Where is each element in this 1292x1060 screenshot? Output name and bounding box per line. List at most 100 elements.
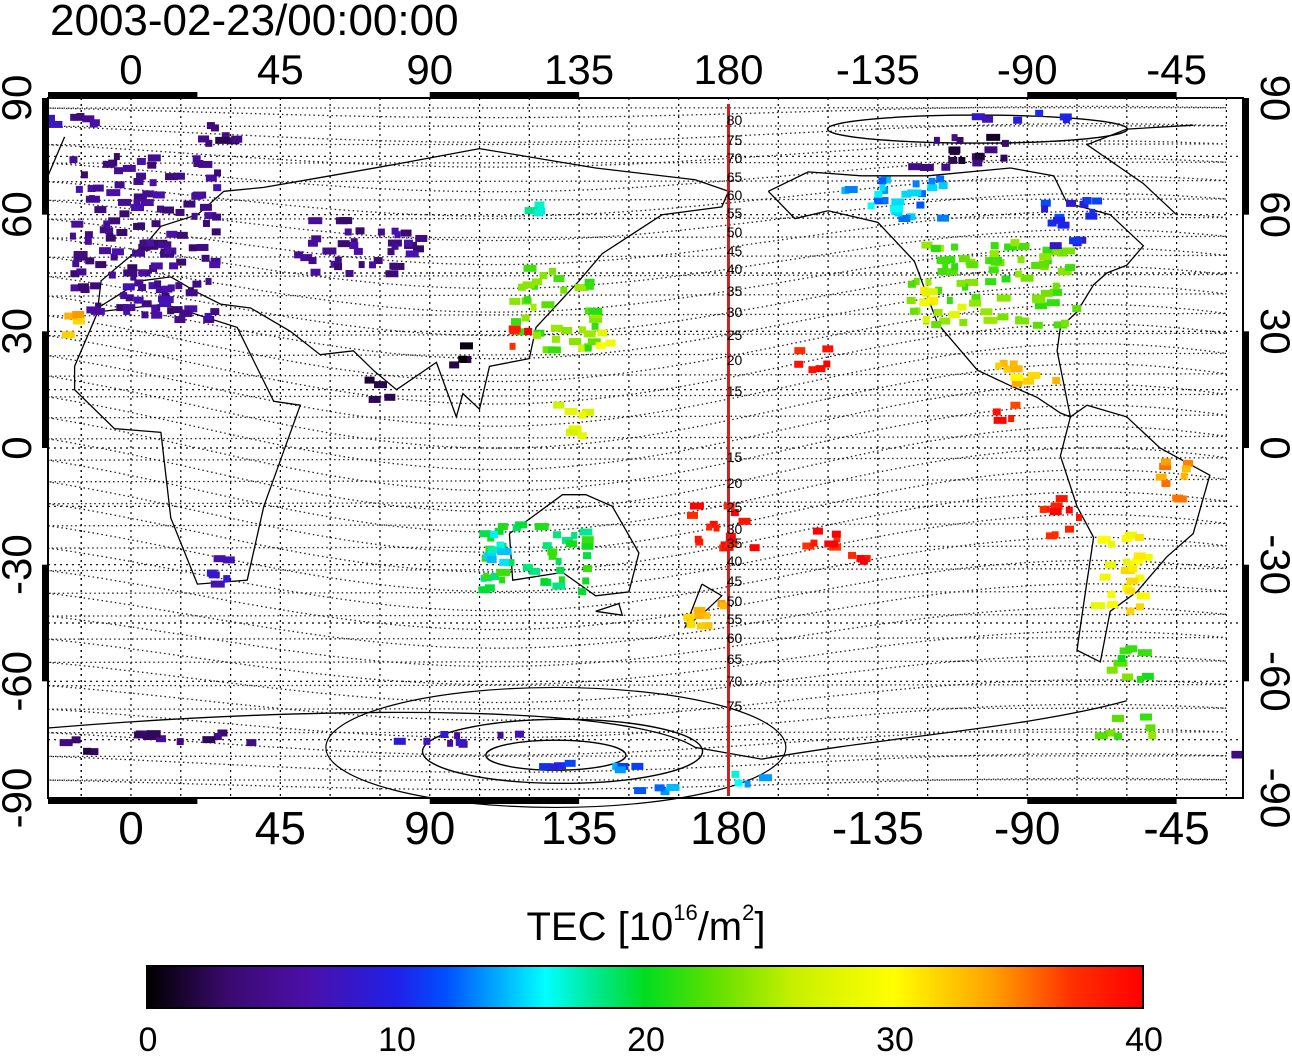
tec-cell [1065,506,1073,514]
tec-cell [210,124,219,132]
tec-cell [344,228,352,236]
tec-cell [497,731,504,739]
tec-cell [1062,116,1070,124]
tec-cell [1161,480,1171,488]
tec-cell [102,160,115,168]
tec-cell [71,220,84,228]
tec-cell [551,335,560,343]
tec-cell [1039,260,1050,268]
tec-cell [810,539,818,547]
tec-cell [205,277,212,285]
tec-cell [294,251,304,259]
tec-cell [484,584,495,592]
tec-cell [980,308,993,316]
magnetic-contour [47,469,1227,553]
tec-cell [99,226,106,234]
tec-cell [524,327,533,335]
coastline [1059,404,1211,663]
tec-cell [844,185,858,193]
magnetic-contour [47,513,1227,593]
tec-cell [155,286,168,294]
tec-cell [71,736,81,744]
tec-cell [221,132,230,140]
tec-cell [1121,673,1133,681]
tec-cell [508,325,521,333]
latitude-tick-label-right: 90 [1252,75,1292,122]
magnetic-latitude-label: 50 [727,593,743,609]
tec-cell [956,136,964,144]
tec-cell [151,220,161,228]
tec-cell [584,278,595,286]
tec-cell [136,157,146,165]
tec-cell [199,203,212,211]
tec-cell [364,376,375,384]
tec-cell [1004,243,1018,251]
tec-cell [522,281,535,289]
tec-cell [133,222,146,230]
tec-cell [169,262,179,270]
tec-cell [759,774,773,782]
tec-cell [134,731,148,739]
latitude-tick-label-left: 60 [0,191,40,238]
tec-cell [499,558,510,566]
longitude-tick-label-bottom: -90 [994,802,1060,854]
tec-cell [901,190,912,198]
tec-cell [1010,365,1023,373]
tec-cell [1125,587,1136,595]
tec-cell [856,554,865,562]
longitude-tick-label-top: 180 [693,46,763,93]
tec-cell [130,273,137,281]
tec-cell [151,305,158,313]
tec-cell [990,258,1000,266]
tec-cell [141,300,152,308]
magnetic-contour [47,583,1227,649]
tec-cell [935,286,943,294]
tec-cell [579,528,593,536]
tec-cell [1049,508,1062,516]
magnetic-contour [47,536,1227,612]
tec-cell [120,292,128,300]
tec-cell [125,294,134,302]
tec-cell [84,231,93,239]
latitude-tick-label-left: 0 [0,436,40,459]
tec-cell [1083,197,1092,205]
tec-cell [1231,751,1243,759]
tec-cell [564,759,576,767]
tec-cell [160,250,175,258]
tec-cell [173,306,183,314]
tec-cell [1126,577,1139,585]
tec-cell [155,735,166,743]
tec-cell [1121,535,1132,543]
tec-cell [552,582,566,590]
tec-cell [891,198,905,206]
tec-cell [1013,116,1023,124]
tec-cell [936,175,945,183]
tec-cell [159,300,172,308]
tec-cell [133,296,144,304]
tec-cell [738,517,751,525]
tec-cell [815,365,826,373]
tec-cell [933,308,943,316]
tec-cell [94,206,107,214]
tec-cell [583,330,596,338]
coastline [47,124,1194,216]
tec-cell [202,736,216,744]
tec-cell [1065,525,1075,533]
tec-cell [138,243,151,251]
tec-cell [974,152,984,160]
tec-cell [1126,531,1137,539]
tec-cell [949,147,960,155]
tec-cell [176,258,187,266]
tec-cell [202,219,210,227]
tec-cell [577,432,587,440]
tec-cell [874,197,888,205]
tec-cell [530,303,537,311]
tec-cell [583,565,593,573]
tec-cell [802,542,815,550]
tec-cell [1155,473,1167,481]
tec-cell [1105,561,1117,569]
tec-cell [908,163,923,171]
frame-bar [429,798,580,804]
tec-cell [1035,109,1044,117]
colorbar-tick: 40 [1125,1021,1163,1059]
